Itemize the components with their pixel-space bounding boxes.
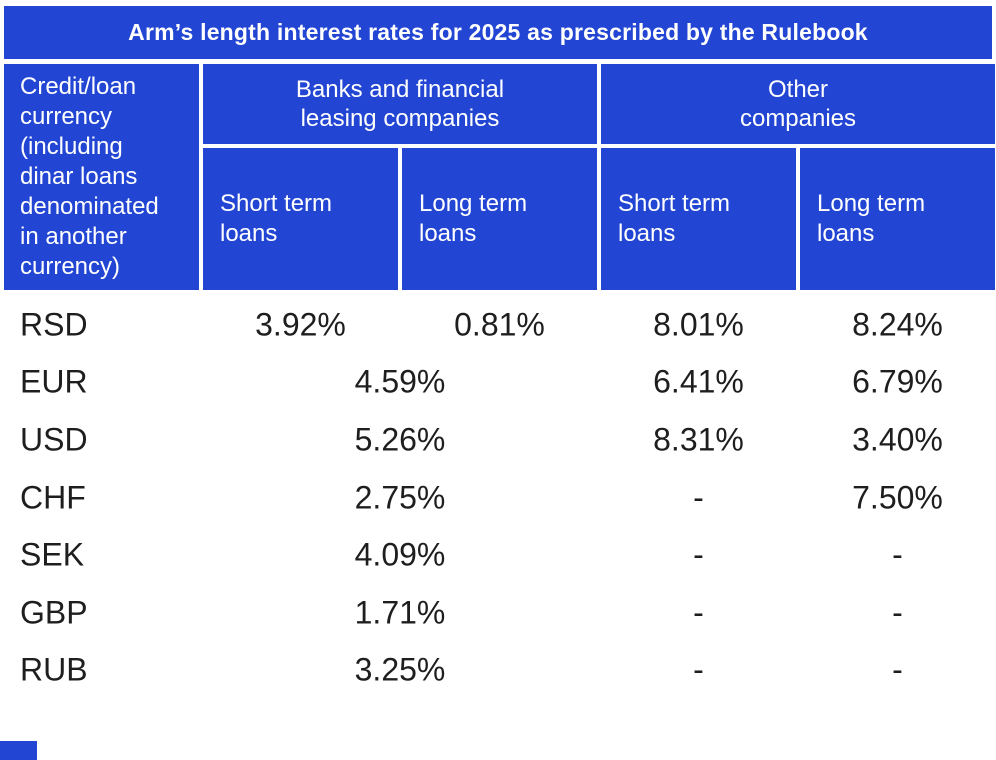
other-long-value: 3.40% — [852, 421, 943, 458]
other-long-value: 7.50% — [852, 479, 943, 516]
page-title: Arm’s length interest rates for 2025 as … — [4, 6, 992, 59]
header-banks-short-term: Short term loans — [203, 148, 398, 290]
other-long-value: 6.79% — [852, 363, 943, 400]
currency-label: SEK — [20, 536, 85, 573]
currency-label: GBP — [20, 594, 88, 631]
other-long-value: - — [892, 536, 903, 573]
header-other-short-term: Short term loans — [601, 148, 796, 290]
table-body: RSD 3.92% 0.81% 8.01% 8.24% EUR 4.59% 6.… — [0, 296, 996, 699]
banks-merged-value: 1.71% — [354, 594, 446, 631]
other-short-value: - — [693, 536, 704, 573]
banks-merged-value: 5.26% — [354, 421, 446, 458]
other-long-value: - — [892, 594, 903, 631]
table-row-rub: RUB 3.25% - - — [0, 642, 996, 700]
banks-merged-value: 2.75% — [354, 479, 446, 516]
currency-label: RUB — [20, 651, 88, 688]
table-row-chf: CHF 2.75% - 7.50% — [0, 469, 996, 527]
banks-merged-value: 3.25% — [354, 651, 446, 688]
header-group-banks: Banks and financial leasing companies — [203, 64, 597, 144]
currency-label: RSD — [20, 306, 88, 343]
banks-merged-value: 4.59% — [354, 363, 446, 400]
table-row-gbp: GBP 1.71% - - — [0, 584, 996, 642]
table-row-eur: EUR 4.59% 6.41% 6.79% — [0, 354, 996, 412]
header-currency-column: Credit/loan currency (including dinar lo… — [4, 64, 199, 290]
header-other-long-term: Long term loans — [800, 148, 995, 290]
corner-accent — [0, 741, 37, 760]
other-short-value: 8.31% — [653, 421, 744, 458]
table-row-rsd: RSD 3.92% 0.81% 8.01% 8.24% — [0, 296, 996, 354]
banks-merged-value: 4.09% — [354, 536, 446, 573]
header-banks-long-term: Long term loans — [402, 148, 597, 290]
currency-label: USD — [20, 421, 88, 458]
other-short-value: 8.01% — [653, 306, 744, 343]
other-short-value: - — [693, 479, 704, 516]
other-short-value: - — [693, 651, 704, 688]
currency-label: CHF — [20, 479, 86, 516]
banks-short-value: 3.92% — [255, 306, 346, 343]
currency-label: EUR — [20, 363, 88, 400]
other-long-value: 8.24% — [852, 306, 943, 343]
table-row-sek: SEK 4.09% - - — [0, 526, 996, 584]
other-long-value: - — [892, 651, 903, 688]
table-row-usd: USD 5.26% 8.31% 3.40% — [0, 411, 996, 469]
banks-long-value: 0.81% — [454, 306, 545, 343]
other-short-value: 6.41% — [653, 363, 744, 400]
other-short-value: - — [693, 594, 704, 631]
header-group-other-companies: Other companies — [601, 64, 995, 144]
